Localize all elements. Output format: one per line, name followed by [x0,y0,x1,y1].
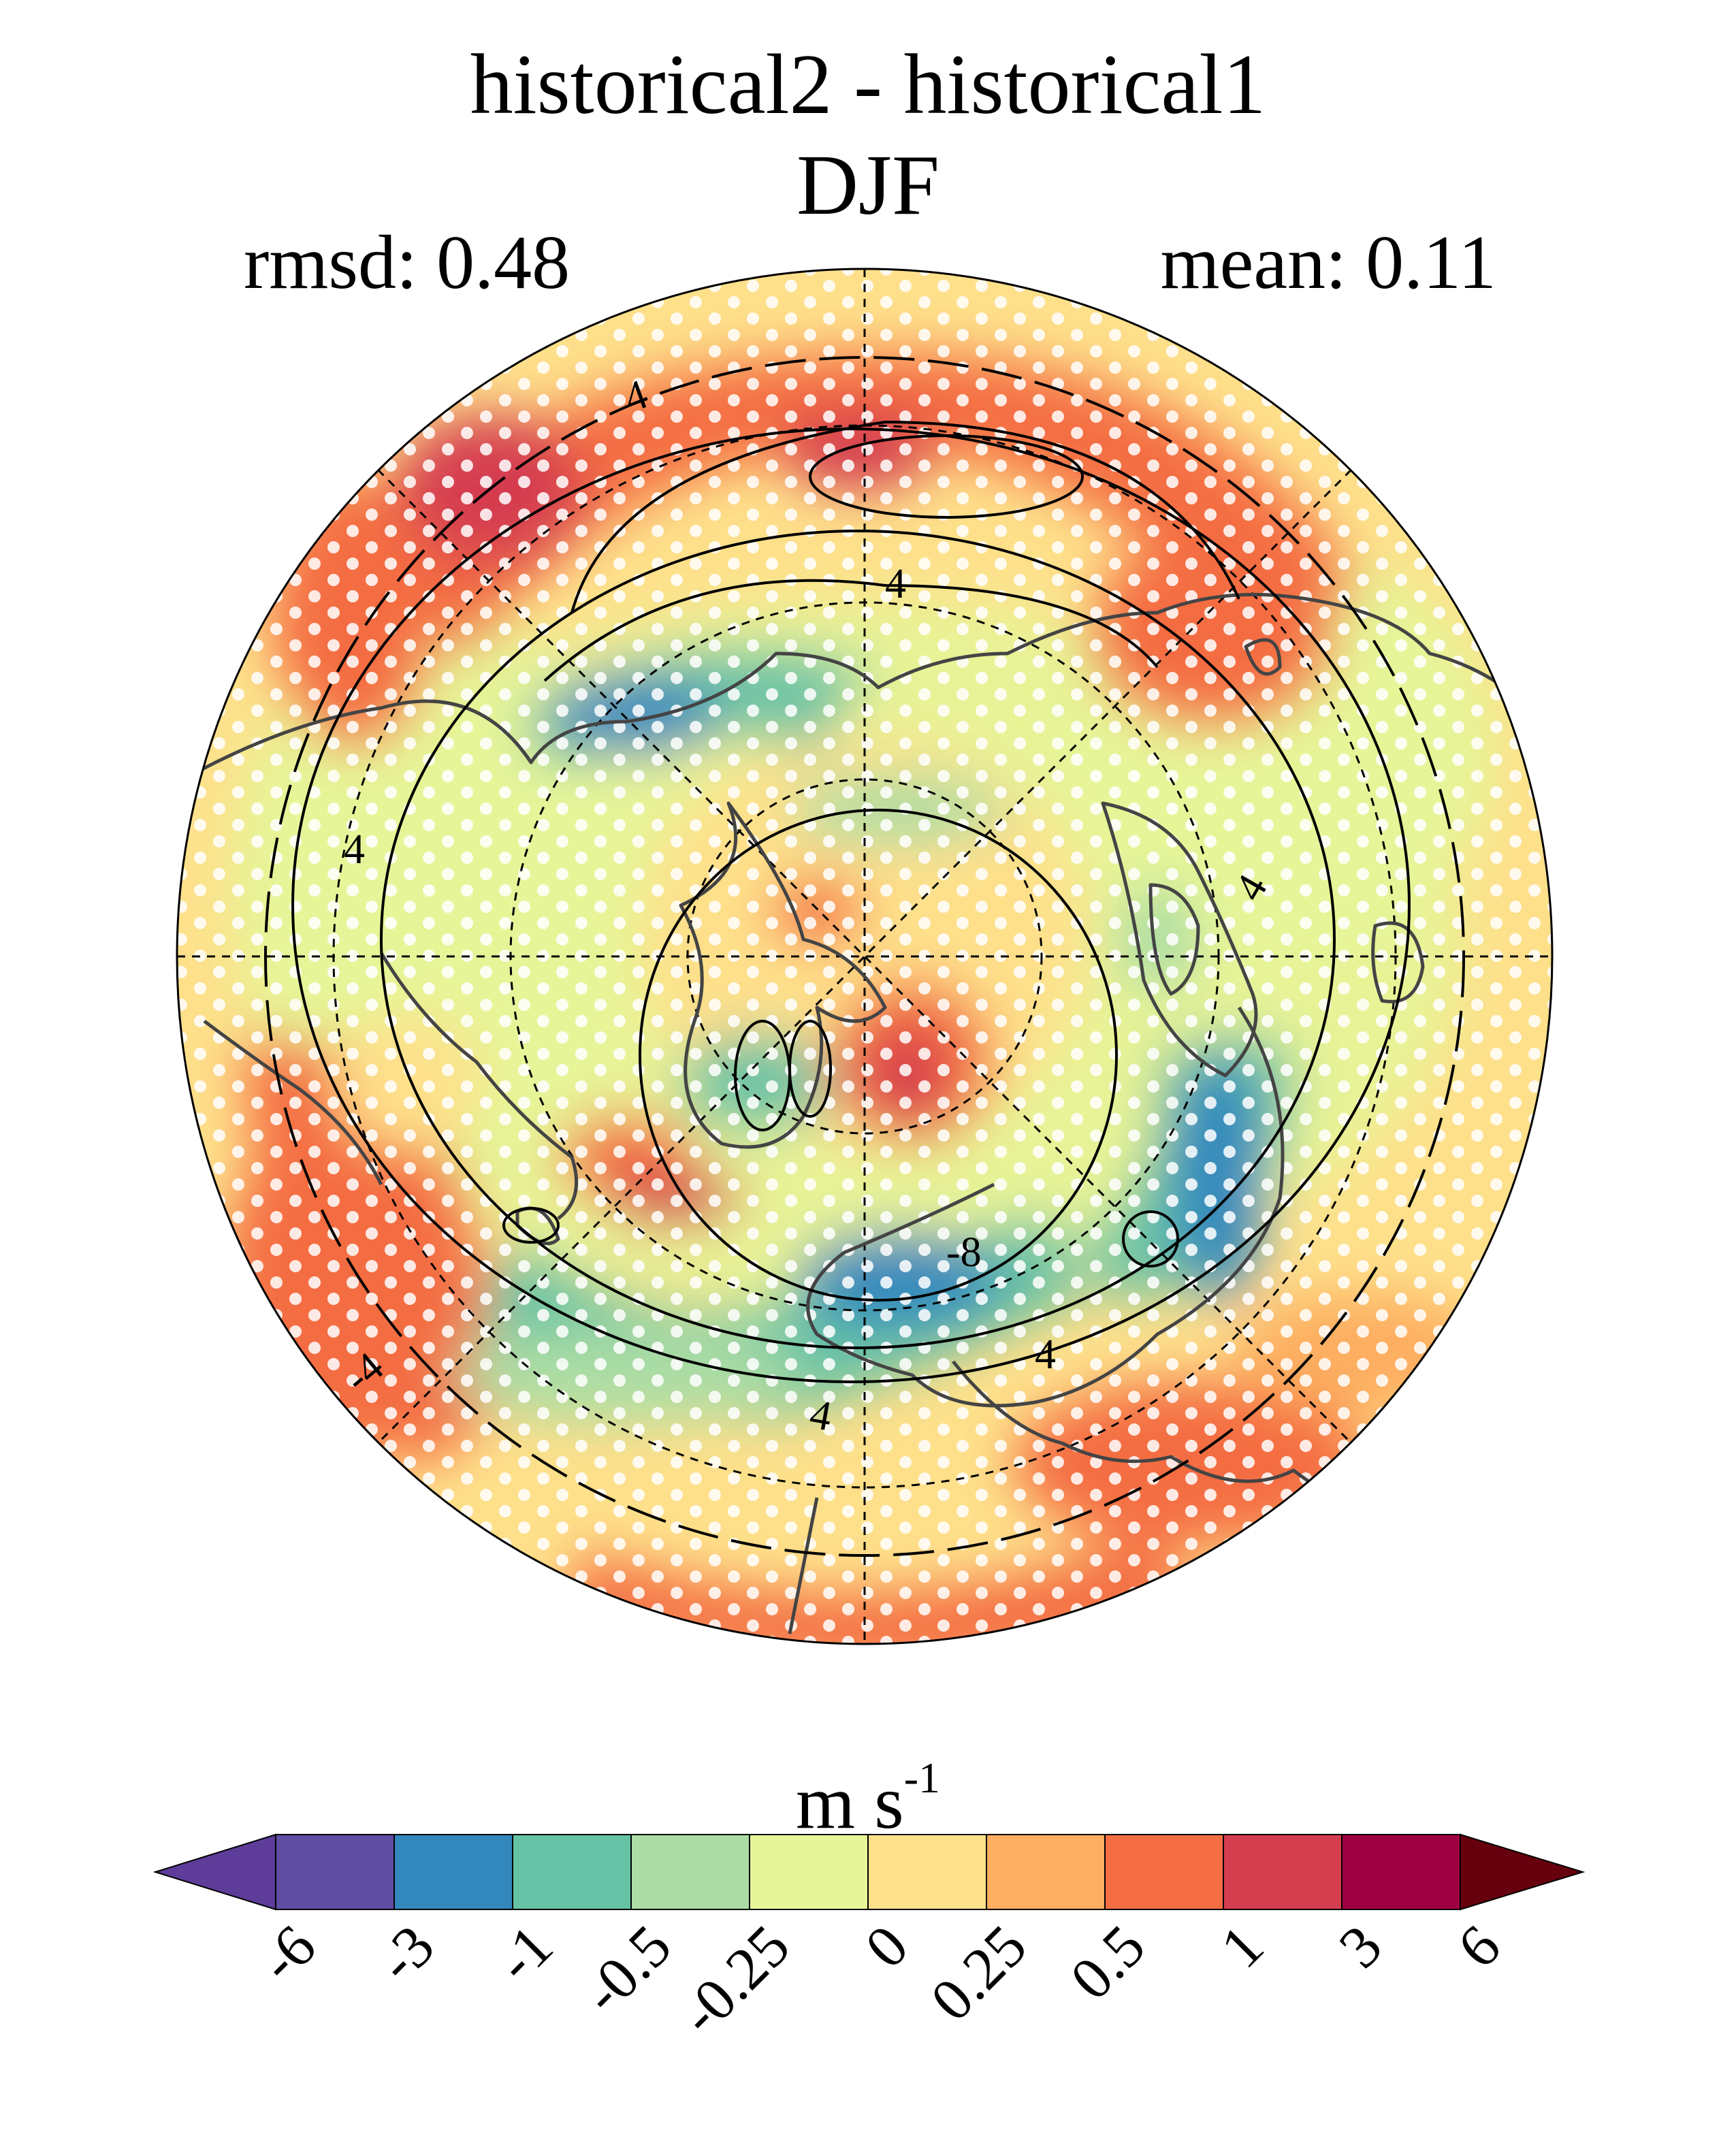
colorbar-tick-label: 0.5 [1058,1913,1157,2012]
mean-label: mean: 0.11 [1160,221,1497,305]
contour-label: -8 [946,1229,982,1276]
plot-title: historical2 - historical1 [470,37,1266,132]
colorbar-tick-label: 1 [1208,1913,1276,1981]
colorbar-swatch [986,1834,1106,1910]
colorbar-swatch [1341,1834,1461,1910]
colorbar-tick-label: 6 [1445,1913,1513,1981]
contour-label: 4 [885,561,906,607]
contour-labels: 4 4 4 4 -8 4 4 -4 [336,371,1276,1440]
contour-label: 4 [344,826,365,873]
colorbar-extend-high [1460,1833,1586,1911]
colorbar-swatch [630,1834,750,1910]
colorbar-swatch [1223,1834,1343,1910]
colorbar-swatch [512,1834,632,1910]
map-disk: 4 4 4 4 -8 4 4 -4 [177,269,1552,1644]
map-border [176,268,1554,1645]
contour-label: 4 [1035,1332,1056,1378]
colorbar-swatch [867,1834,987,1910]
colorbar-extend-low [152,1833,276,1911]
colorbar-swatch [749,1834,869,1910]
climatology-contours [264,356,1465,1557]
colorbar-swatch [275,1834,395,1910]
colorbar-tick-label: 0.25 [918,1913,1039,2033]
season-label: DJF [796,138,940,233]
colorbar-tick-label: 0 [853,1913,921,1981]
colorbar-units: m s-1 [795,1754,940,1845]
colorbar-swatch [393,1834,513,1910]
colorbar-tick-label: -6 [246,1913,328,1995]
colorbar-tick-label: -1 [483,1913,565,1995]
colorbar-tick-label: -0.25 [668,1913,803,2048]
lat-lon-grid [177,269,1552,1644]
rmsd-label: rmsd: 0.48 [244,221,570,305]
colorbar-swatch [1104,1834,1224,1910]
colorbar-tick-label: -0.5 [570,1913,684,2027]
coastlines [177,592,1533,1634]
colorbar-tick-label: 3 [1327,1913,1395,1981]
colorbar-tick-label: -3 [365,1913,447,1995]
